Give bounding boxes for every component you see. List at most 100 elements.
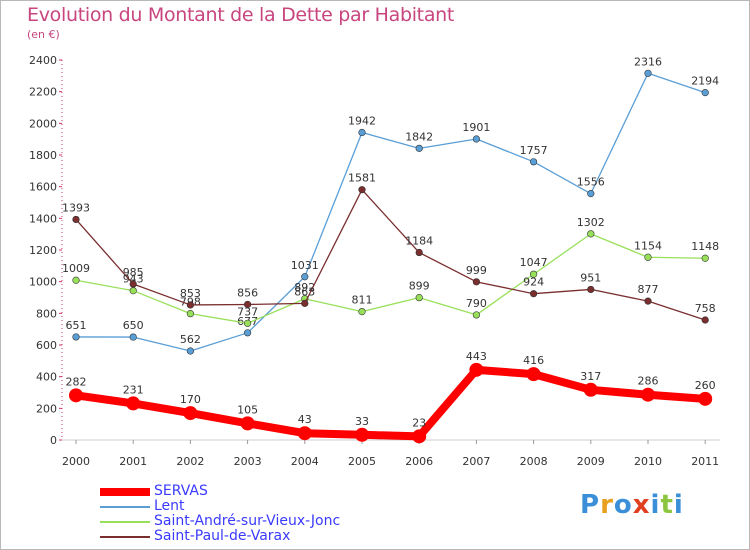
data-label-servas: 443 [466,350,487,363]
data-label-saint-paul-de-varax: 1393 [62,201,90,214]
data-label-lent: 1842 [405,130,433,143]
logo-letter: i [650,490,661,520]
series-line-lent [75,72,706,352]
data-label-saint-andre-sur-vieux-jonc: 1302 [577,216,605,229]
y-tick-label: 1600 [29,181,57,194]
data-point-saint-paul-de-varax [358,186,366,194]
data-point-saint-paul-de-varax [301,299,309,307]
data-label-saint-andre-sur-vieux-jonc: 790 [466,297,487,310]
data-label-lent: 1031 [291,259,319,272]
data-point-lent [587,190,595,198]
y-tick-label: 2400 [29,54,57,67]
data-point-servas [297,426,312,441]
data-point-servas [240,416,255,431]
data-label-servas: 231 [123,383,144,396]
data-label-saint-paul-de-varax: 999 [466,264,487,277]
data-label-saint-paul-de-varax: 877 [638,283,659,296]
x-tick-label: 2008 [520,455,548,468]
data-label-lent: 1942 [348,115,376,128]
x-tick-label: 2007 [462,455,490,468]
y-tick-label: 600 [36,339,57,352]
data-point-saint-paul-de-varax [472,278,481,286]
y-tick-label: 1200 [29,244,57,257]
x-tick-label: 2005 [348,455,376,468]
data-point-lent [72,333,80,341]
data-label-lent: 562 [180,333,201,346]
data-point-servas [412,429,427,444]
legend-label: SERVAS [154,483,208,499]
logo-letter: P [580,490,601,520]
data-label-saint-paul-de-varax: 758 [695,302,716,315]
data-label-servas: 317 [580,370,601,383]
data-point-saint-andre-sur-vieux-jonc [644,253,652,261]
proxiti-logo: Proxiti [580,490,684,520]
data-label-servas: 43 [298,413,312,426]
data-label-saint-andre-sur-vieux-jonc: 943 [123,273,144,286]
data-point-lent [644,69,652,77]
data-point-servas [69,388,83,403]
data-label-saint-andre-sur-vieux-jonc: 1148 [691,240,719,253]
data-point-saint-paul-de-varax [644,297,652,305]
data-label-lent: 2194 [691,75,719,88]
data-label-saint-paul-de-varax: 924 [523,276,544,289]
legend-swatch [100,488,150,496]
data-label-servas: 286 [638,375,659,388]
x-tick-label: 2001 [119,455,147,468]
data-point-lent [301,273,309,281]
data-point-saint-andre-sur-vieux-jonc [415,294,423,302]
data-point-saint-andre-sur-vieux-jonc [529,270,538,278]
data-point-lent [415,144,423,152]
data-label-saint-andre-sur-vieux-jonc: 737 [237,305,258,318]
legend-swatch [100,506,150,508]
data-point-saint-paul-de-varax [701,316,709,324]
legend-swatch [100,521,150,523]
data-point-servas [183,406,198,421]
x-tick-label: 2002 [176,455,204,468]
data-point-lent [129,333,137,341]
data-label-lent: 1757 [520,144,548,157]
y-tick-label: 1800 [29,149,57,162]
data-label-saint-paul-de-varax: 1581 [348,172,376,185]
data-point-servas [355,427,369,442]
data-point-saint-paul-de-varax [587,285,595,294]
data-point-servas [469,362,484,377]
x-tick-label: 2010 [634,455,662,468]
data-point-saint-paul-de-varax [415,248,423,257]
data-point-servas [698,391,713,406]
data-point-saint-andre-sur-vieux-jonc [186,310,194,318]
series-line-servas [75,365,706,441]
data-point-saint-andre-sur-vieux-jonc [358,307,366,316]
data-label-servas: 105 [237,403,258,416]
data-point-lent [701,89,709,97]
data-label-lent: 1901 [462,121,490,134]
data-point-saint-andre-sur-vieux-jonc [587,230,595,238]
x-tick-label: 2004 [291,455,319,468]
x-tick-label: 2000 [62,455,90,468]
data-label-lent: 650 [123,319,144,332]
data-label-servas: 33 [355,415,369,428]
data-label-saint-paul-de-varax: 856 [237,286,258,299]
logo-letter: i [673,490,684,520]
y-tick-label: 1000 [29,276,57,289]
data-point-servas [641,387,655,402]
data-label-servas: 260 [695,379,716,392]
legend-label: Lent [154,498,185,514]
data-label-servas: 23 [412,416,426,429]
data-label-servas: 170 [180,393,201,406]
data-label-servas: 416 [523,354,544,367]
data-label-saint-paul-de-varax: 951 [580,271,601,284]
data-point-lent [529,158,538,166]
logo-letter: o [613,490,633,520]
data-point-saint-andre-sur-vieux-jonc [129,287,137,295]
data-point-saint-andre-sur-vieux-jonc [72,276,80,284]
data-point-servas [583,382,598,397]
data-point-lent [358,128,366,137]
data-point-lent [244,329,252,337]
data-label-servas: 282 [66,375,87,388]
data-label-saint-andre-sur-vieux-jonc: 1047 [520,256,548,269]
data-label-lent: 651 [66,319,87,332]
logo-letter: x [632,490,651,520]
data-label-saint-paul-de-varax: 985 [123,266,144,279]
y-tick-label: 1400 [29,212,57,225]
y-tick-label: 200 [36,402,57,415]
